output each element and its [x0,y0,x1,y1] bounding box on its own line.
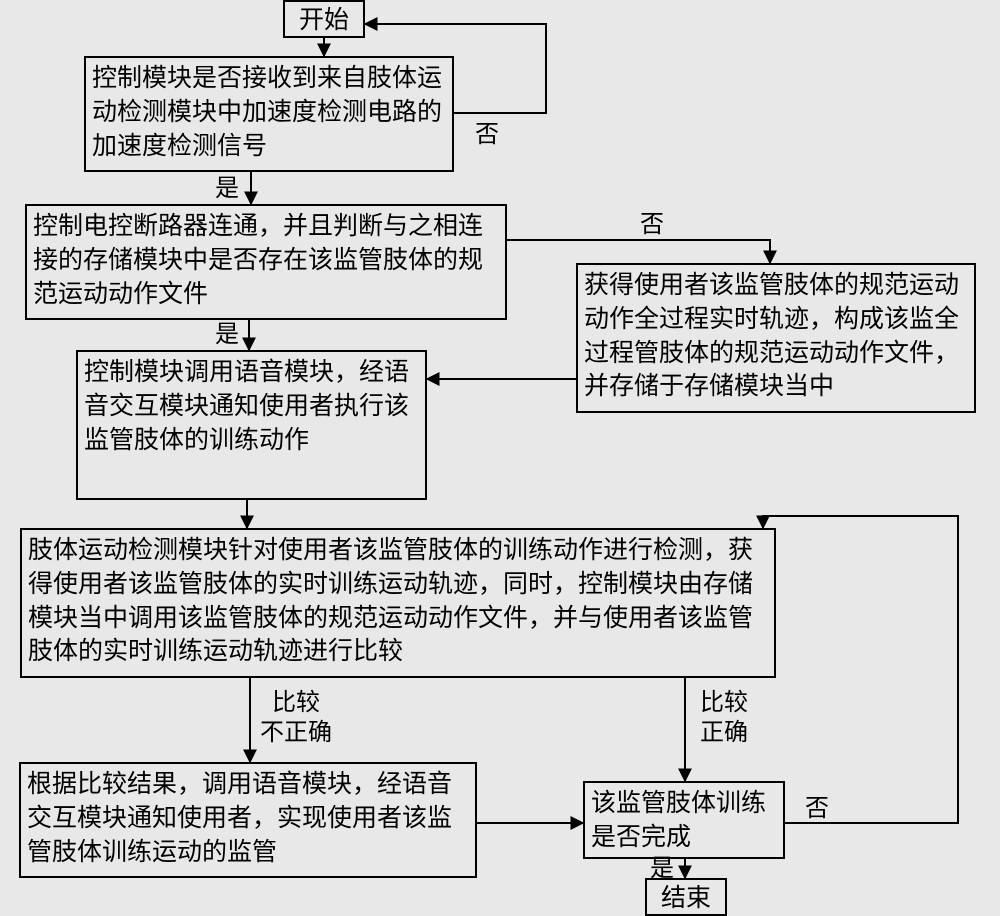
edge-label-check-no: 否 [475,120,499,150]
edge-label-breaker-no: 否 [640,210,664,240]
node-obtain: 获得使用者该监管肢体的规范运动动作全过程实时轨迹，构成该监全过程管肢体的规范运动… [576,263,976,413]
edge-label-done-no: 否 [805,794,829,824]
edge-label-check-yes: 是 [215,174,239,204]
node-detect: 肢体运动检测模块针对使用者该监管肢体的训练动作进行检测，获得使用者该监管肢体的实… [20,528,776,678]
edge-label-breaker-yes: 是 [215,320,239,350]
node-result: 根据比较结果，调用语音模块，经语音交互模块通知使用者，实现使用者该监管肢体训练运… [19,762,477,878]
node-start: 开始 [283,0,365,38]
node-voice: 控制模块调用语音模块，经语音交互模块通知使用者执行该监管肢体的训练动作 [76,350,427,500]
edge-label-done-yes: 是 [650,854,674,884]
node-breaker: 控制电控断路器连通，并且判断与之相连接的存储模块中是否存在该监管肢体的规范运动动… [25,204,507,320]
edge-e_breaker_no [507,240,770,263]
edge-e_done_no [763,516,958,823]
node-check: 控制模块是否接收到来自肢体运动检测模块中加速度检测电路的加速度检测信号 [84,56,454,172]
edge-label-cmp-right: 比较 正确 [700,688,748,748]
node-done: 该监管肢体训练是否完成 [583,781,785,859]
edge-label-cmp-wrong: 比较 不正确 [260,688,332,748]
